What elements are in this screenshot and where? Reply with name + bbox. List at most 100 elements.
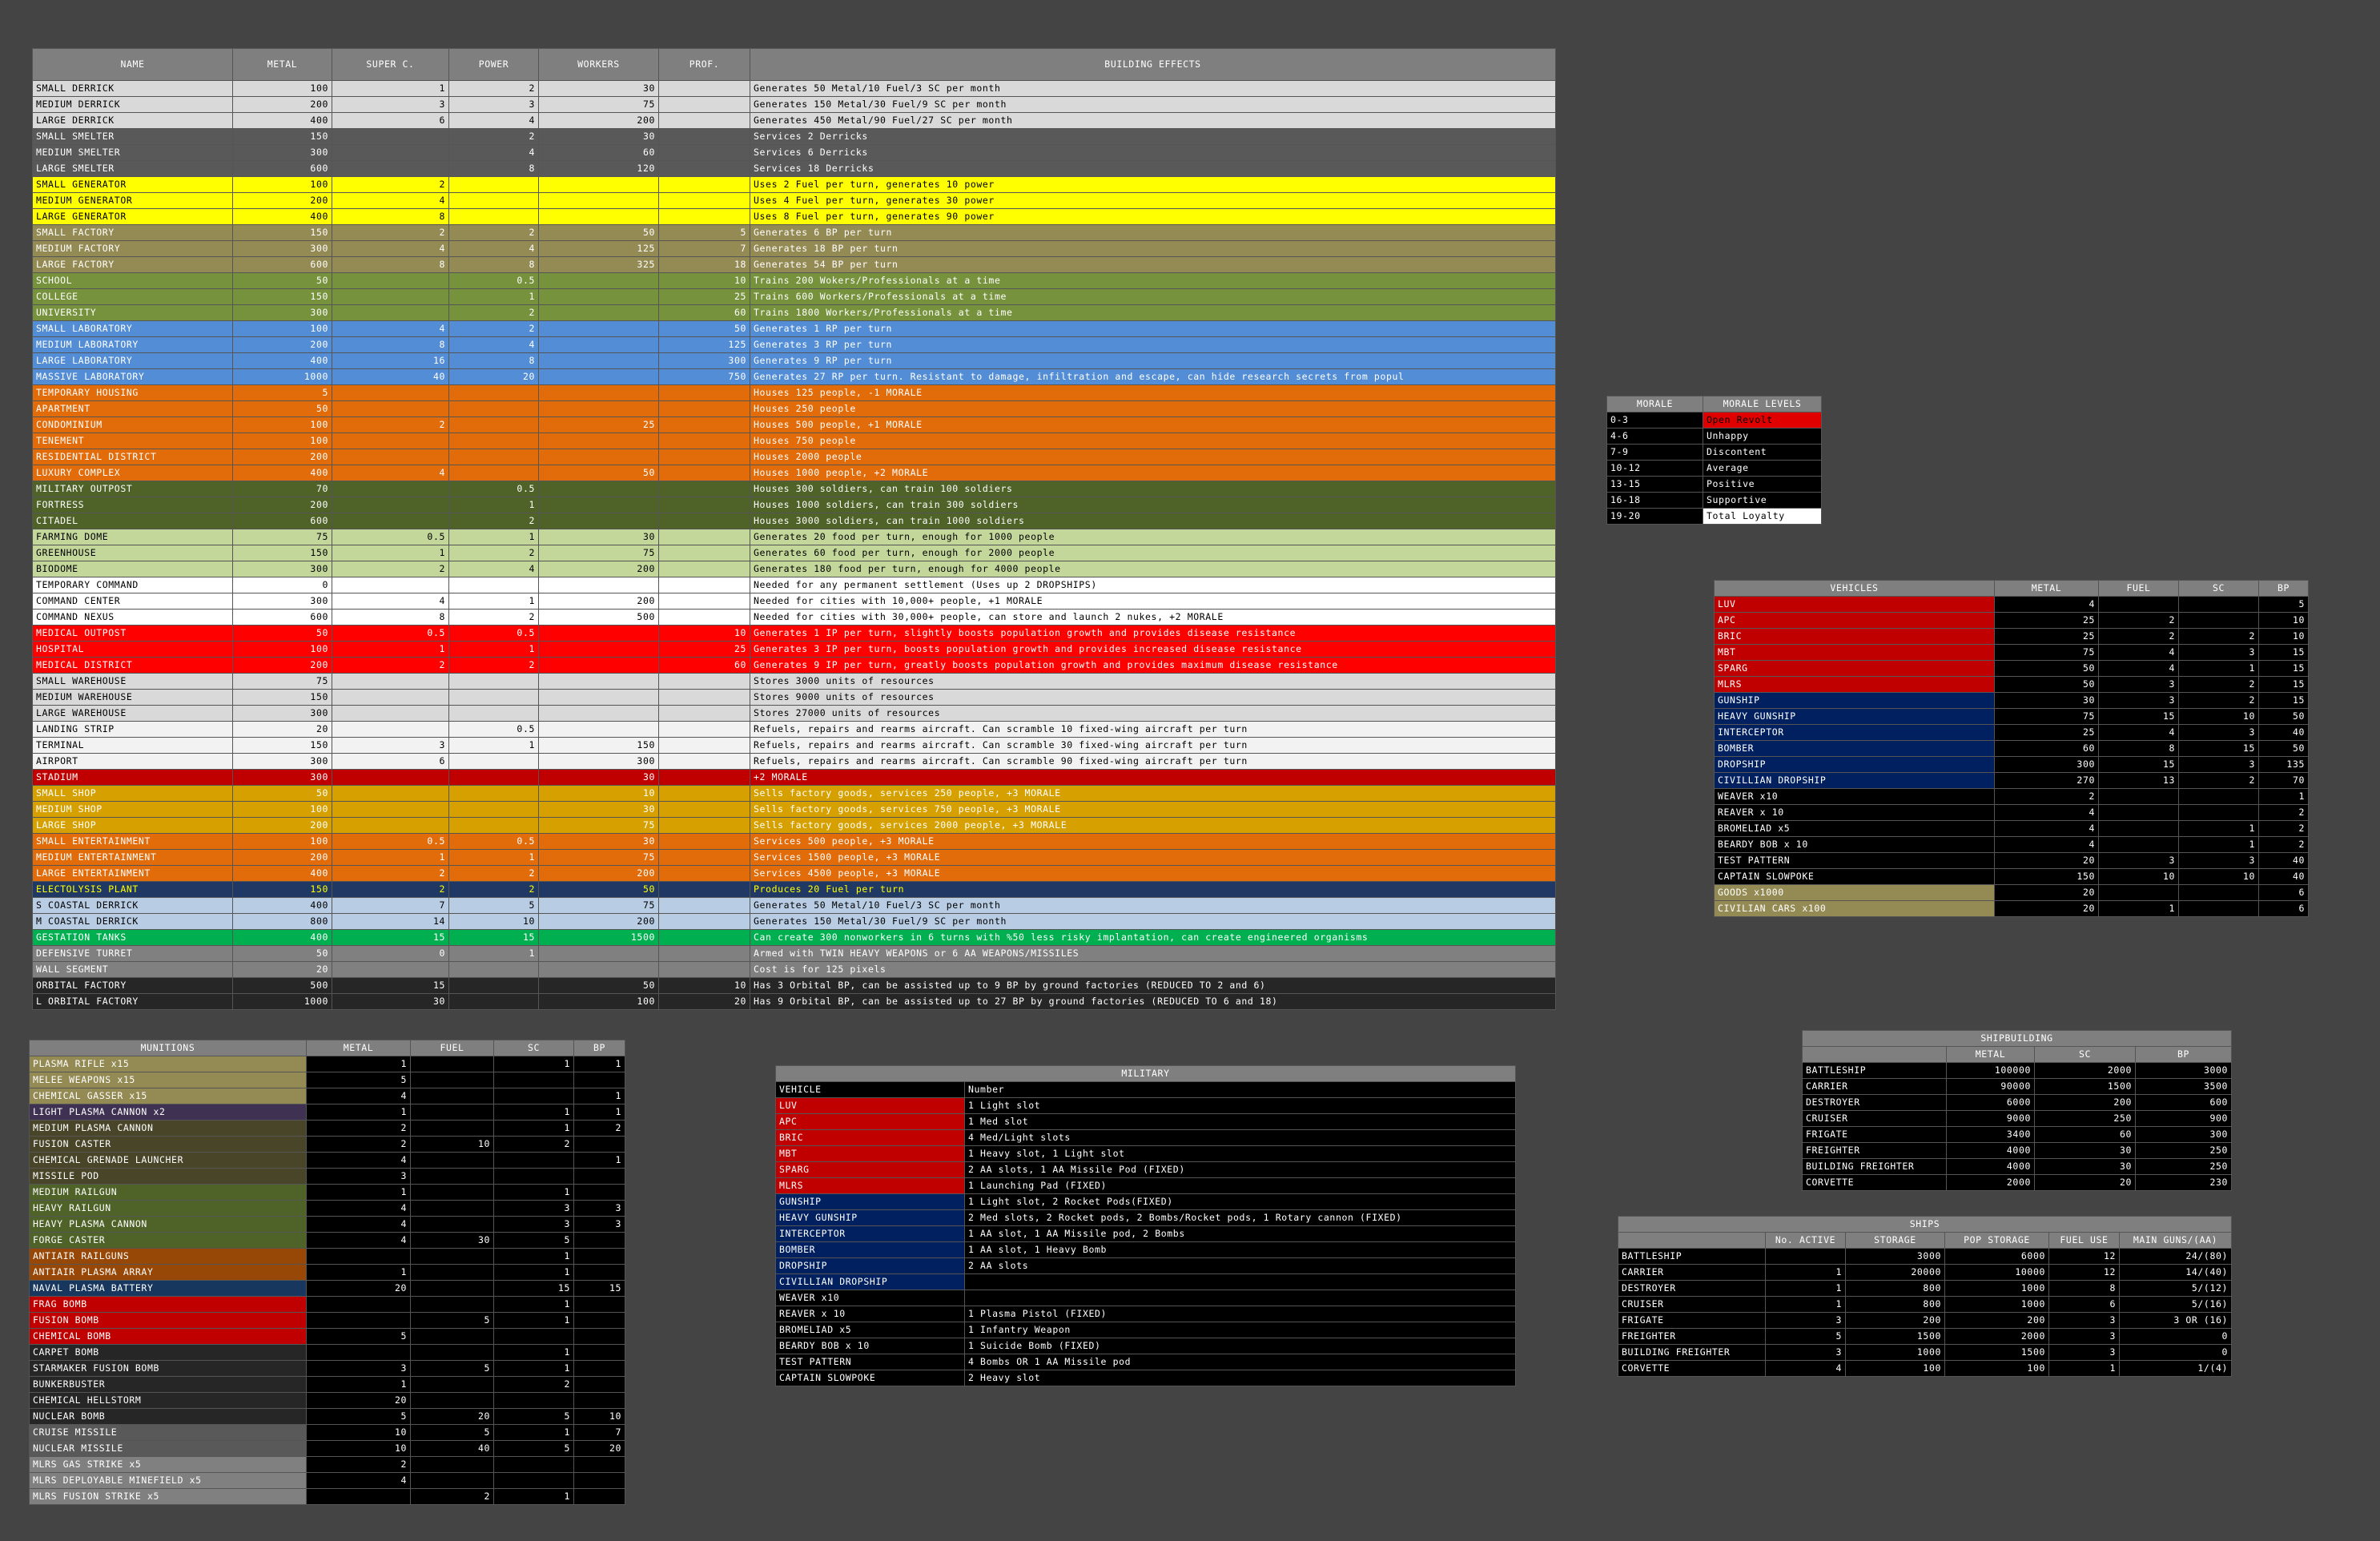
buildings-cell: 5 — [448, 897, 539, 914]
munitions-cell — [410, 1072, 494, 1088]
buildings-cell — [538, 577, 659, 593]
munitions-cell: 10 — [306, 1424, 411, 1441]
shipbuilding-cell: 30 — [2034, 1142, 2136, 1159]
military-header: MILITARY VEHICLE Number — [774, 1065, 1517, 1098]
military-row: LUV 1 Light slot — [775, 1097, 1517, 1114]
munitions-cell: 3 — [573, 1216, 625, 1233]
buildings-cell: 50 — [538, 977, 659, 994]
munitions-cell: 4 — [306, 1088, 411, 1104]
buildings-cell: Services 18 Derricks — [750, 160, 1556, 177]
munitions-cell: 1 — [306, 1056, 411, 1072]
buildings-row: MEDIUM FACTORY 300 4 4 125 7 Generates 18 BP p… — [32, 240, 1556, 257]
buildings-cell: TENEMENT — [32, 433, 233, 449]
buildings-row: M COASTAL DERRICK 800 14 10 200 Generates 150… — [32, 913, 1556, 930]
vehicles-body: LUV 4 5 APC 25 2 10 BRIC 25 2 2 10 MBT 75 4 3 15 SPARG 50 4… — [1714, 596, 2309, 917]
vehicles-cell: 30 — [1994, 692, 2099, 709]
shipbuilding-row: CARRIER 90000 1500 3500 — [1802, 1078, 2233, 1095]
vehicles-cell: 25 — [1994, 724, 2099, 741]
munitions-row: FORGE CASTER 4 30 5 — [29, 1232, 625, 1249]
buildings-cell: 1 — [448, 945, 539, 962]
vehicles-cell: 40 — [2258, 724, 2309, 741]
military-cell: WEAVER x10 — [775, 1290, 965, 1306]
munitions-cell: 1 — [493, 1424, 574, 1441]
vehicles-cell: 75 — [1994, 644, 2099, 661]
buildings-cell: 600 — [232, 513, 332, 529]
buildings-cell: 200 — [232, 849, 332, 866]
vehicles-cell — [2098, 836, 2179, 853]
buildings-cell: 50 — [538, 881, 659, 898]
munitions-col-header: SC — [493, 1040, 574, 1056]
munitions-cell — [410, 1392, 494, 1409]
buildings-cell: Uses 4 Fuel per turn, generates 30 power — [750, 192, 1556, 209]
shipbuilding-cell: FREIGHTER — [1802, 1142, 1947, 1159]
munitions-cell: 2 — [493, 1136, 574, 1153]
buildings-cell: 0.5 — [332, 833, 449, 850]
munitions-cell: MLRS DEPLOYABLE MINEFIELD x5 — [29, 1472, 307, 1489]
buildings-cell: SCHOOL — [32, 272, 233, 289]
ships-col-header: MAIN GUNS/(AA) — [2118, 1232, 2233, 1249]
buildings-cell: Stores 27000 units of resources — [750, 705, 1556, 722]
buildings-cell — [658, 176, 750, 193]
buildings-cell: Sells factory goods, services 2000 peopl… — [750, 817, 1556, 834]
munitions-cell: 5 — [410, 1360, 494, 1377]
buildings-cell — [538, 192, 659, 209]
buildings-cell — [658, 721, 750, 738]
munitions-cell — [493, 1328, 574, 1345]
munitions-cell — [410, 1280, 494, 1297]
buildings-cell: DEFENSIVE TURRET — [32, 945, 233, 962]
munitions-cell: ANTIAIR PLASMA ARRAY — [29, 1264, 307, 1281]
vehicles-row: SPARG 50 4 1 15 — [1714, 660, 2309, 677]
buildings-cell: 2 — [448, 609, 539, 626]
munitions-cell: CHEMICAL GRENADE LAUNCHER — [29, 1152, 307, 1169]
ships-cell — [1765, 1248, 1846, 1265]
munitions-cell: CRUISE MISSILE — [29, 1424, 307, 1441]
munitions-row: NUCLEAR MISSILE 10 40 5 20 — [29, 1440, 625, 1457]
buildings-cell: 25 — [658, 641, 750, 658]
buildings-cell — [658, 609, 750, 626]
ships-body: BATTLESHIP 3000 6000 12 24/(80) CARRIER 1 20000… — [1618, 1248, 2233, 1377]
shipbuilding-cell: 9000 — [1946, 1110, 2035, 1127]
buildings-cell — [658, 817, 750, 834]
morale-row: 16-18 Supportive — [1606, 492, 1822, 509]
vehicles-cell: 1 — [2178, 836, 2259, 853]
buildings-cell: 8 — [332, 208, 449, 225]
shipbuilding-cell: CORVETTE — [1802, 1174, 1947, 1191]
munitions-cell: 4 — [306, 1216, 411, 1233]
buildings-cell — [538, 368, 659, 385]
buildings-cell: 125 — [658, 336, 750, 353]
military-cell: 1 Launching Pad (FIXED) — [963, 1177, 1517, 1194]
buildings-row: LARGE FACTORY 600 8 8 325 18 Generates 54 BP p… — [32, 256, 1556, 273]
ships-col-header: No. ACTIVE — [1765, 1232, 1846, 1249]
buildings-cell — [658, 737, 750, 754]
shipbuilding-cell: 1500 — [2034, 1078, 2136, 1095]
buildings-cell: Services 6 Derricks — [750, 144, 1556, 161]
buildings-cell: 325 — [538, 256, 659, 273]
buildings-cell: Generates 50 Metal/10 Fuel/3 SC per mont… — [750, 80, 1556, 97]
morale-cell: 4-6 — [1606, 428, 1703, 445]
shipbuilding-cell: CARRIER — [1802, 1078, 1947, 1095]
buildings-cell — [538, 208, 659, 225]
buildings-cell: M COASTAL DERRICK — [32, 913, 233, 930]
buildings-cell: 15 — [332, 977, 449, 994]
buildings-cell: 0.5 — [448, 833, 539, 850]
munitions-cell — [410, 1296, 494, 1313]
shipbuilding-cell: 2000 — [2034, 1062, 2136, 1079]
buildings-row: COMMAND NEXUS 600 8 2 500 Needed for cities w… — [32, 609, 1556, 626]
buildings-cell: 50 — [232, 785, 332, 802]
buildings-cell — [332, 433, 449, 449]
munitions-row: STARMAKER FUSION BOMB 3 5 1 — [29, 1360, 625, 1377]
buildings-cell: Refuels, repairs and rearms aircraft. Ca… — [750, 737, 1556, 754]
shipbuilding-cell: 200 — [2034, 1094, 2136, 1111]
shipbuilding-cell: 100000 — [1946, 1062, 2035, 1079]
munitions-cell — [573, 1328, 625, 1345]
munitions-cell: 1 — [493, 1296, 574, 1313]
buildings-cell — [538, 673, 659, 690]
military-cell: 1 Plasma Pistol (FIXED) — [963, 1306, 1517, 1322]
buildings-cell: 1 — [448, 497, 539, 513]
munitions-col-header: METAL — [306, 1040, 411, 1056]
military-row: MLRS 1 Launching Pad (FIXED) — [775, 1177, 1517, 1194]
munitions-cell: HEAVY PLASMA CANNON — [29, 1216, 307, 1233]
military-row: BOMBER 1 AA slot, 1 Heavy Bomb — [775, 1241, 1517, 1258]
vehicles-cell — [2098, 596, 2179, 613]
buildings-cell: ORBITAL FACTORY — [32, 977, 233, 994]
